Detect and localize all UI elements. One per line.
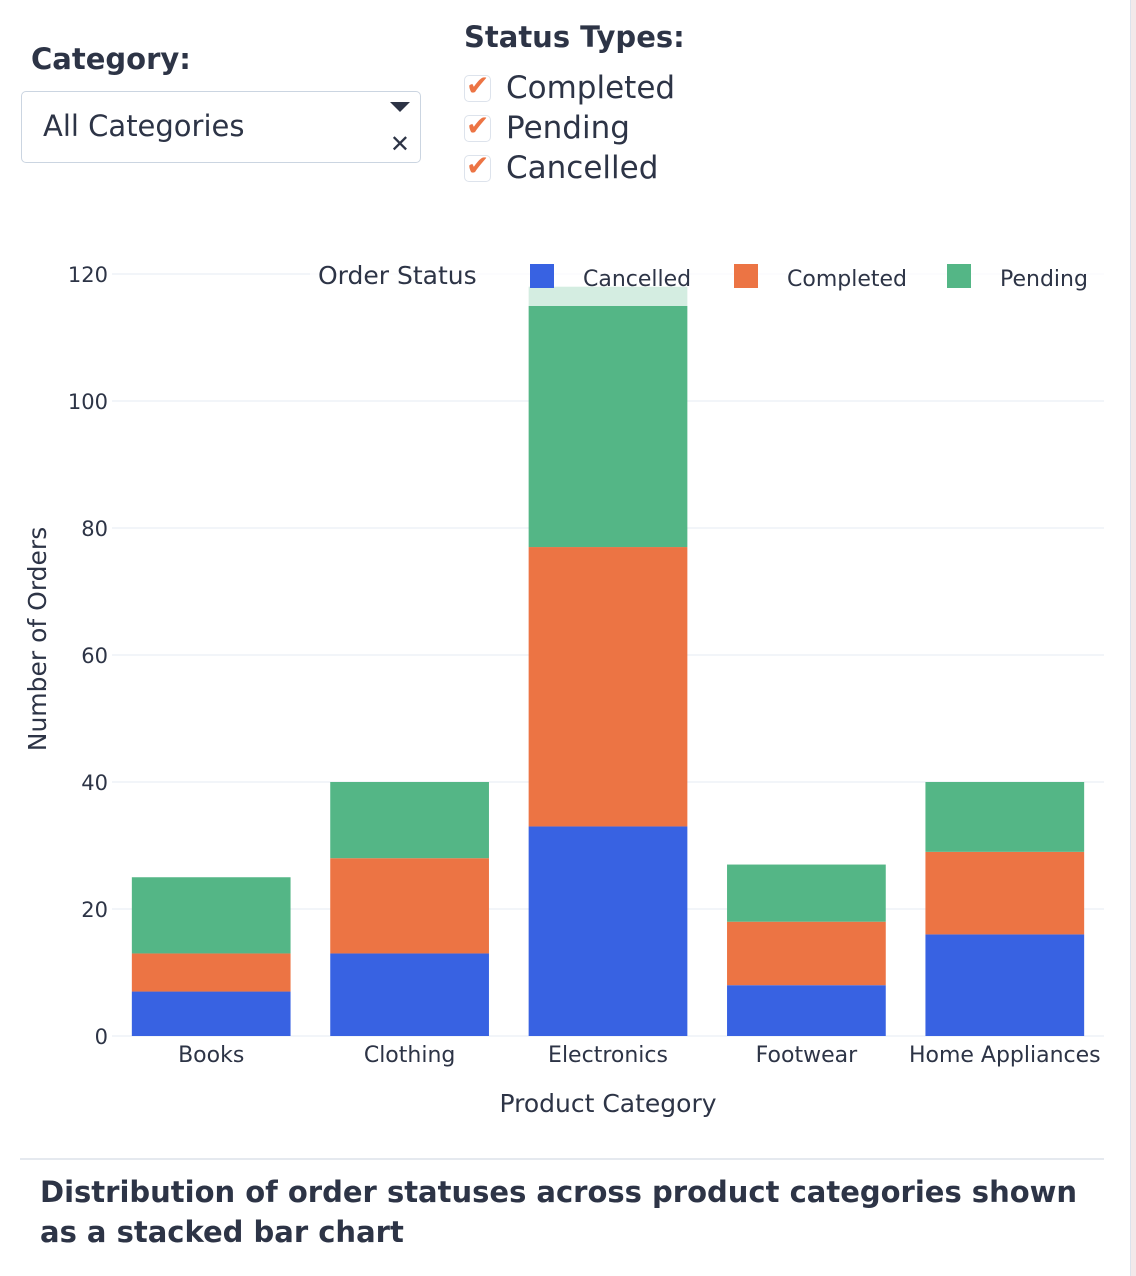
bar-segment-pending[interactable] [925,782,1085,852]
bar-segment-pending[interactable] [727,864,886,922]
bar-segment-cancelled[interactable] [131,991,291,1036]
category-selected-value: All Categories [43,109,245,143]
divider [20,1158,1104,1160]
bar-segment-pending[interactable] [528,286,688,548]
scrollbar-track[interactable] [1130,0,1136,1276]
status-option-label: Cancelled [506,150,659,186]
bar-segment-completed[interactable] [727,921,886,986]
status-option-label: Pending [506,110,630,146]
checkbox[interactable]: ✔ [464,109,491,142]
y-tick-label: 0 [95,1025,108,1049]
bar-segment-pending[interactable] [131,877,291,954]
legend-swatch-pending[interactable] [947,264,971,288]
stacked-bar-chart: 0 20 40 60 80 100 120 Books Clothing Electronics F… [23,256,1104,1118]
bar-segment-cancelled[interactable] [925,934,1085,1036]
y-tick-label: 20 [81,898,108,922]
legend-label[interactable]: Cancelled [583,267,691,292]
bar-segment-cancelled[interactable] [727,985,886,1036]
legend-label[interactable]: Completed [787,267,907,292]
legend-swatch-cancelled[interactable] [530,264,554,288]
bar-segment-completed[interactable] [131,953,291,992]
status-option-label: Completed [506,70,676,106]
chevron-down-icon[interactable] [390,102,410,112]
checkmark-icon: ✔ [466,108,490,142]
bar-segment-pending[interactable] [330,782,489,859]
x-tick-label: Home Appliances [909,1043,1101,1068]
y-axis-title: Number of Orders [23,527,52,752]
legend-swatch-completed[interactable] [734,264,758,288]
chart-caption: Distribution of order statuses across pr… [40,1175,1078,1249]
x-axis-title: Product Category [499,1089,716,1118]
bar-segment-completed[interactable] [330,858,489,954]
y-tick-label: 120 [68,263,108,287]
checkmark-icon: ✔ [466,148,490,182]
status-types-label: Status Types: [464,20,685,54]
bar-segment-cancelled[interactable] [330,953,489,1036]
y-tick-label: 40 [81,771,108,795]
legend-title: Order Status [318,261,477,290]
checkbox[interactable]: ✔ [464,149,491,182]
x-tick-label: Electronics [548,1043,668,1068]
y-tick-label: 80 [81,517,108,541]
status-checklist: ✔ Completed ✔ Pending ✔ Cancelled [464,68,675,188]
status-option-completed[interactable]: ✔ Completed [464,68,675,108]
clear-icon[interactable]: ✕ [389,130,410,158]
bar-segment-completed[interactable] [528,547,688,827]
status-option-pending[interactable]: ✔ Pending [464,108,675,148]
legend-background [310,256,1104,306]
y-tick-label: 60 [81,644,108,668]
bar-segment-completed[interactable] [925,851,1085,935]
legend-label[interactable]: Pending [1000,267,1088,292]
checkbox[interactable]: ✔ [464,69,491,102]
x-tick-label: Books [178,1043,244,1068]
x-tick-label: Clothing [364,1043,456,1068]
x-tick-label: Footwear [756,1043,858,1068]
category-label: Category: [31,42,191,76]
checkmark-icon: ✔ [466,68,490,102]
bar-segment-cancelled[interactable] [528,826,688,1036]
status-option-cancelled[interactable]: ✔ Cancelled [464,148,675,188]
y-tick-label: 100 [68,390,108,414]
category-dropdown[interactable]: All Categories ✕ [21,91,421,163]
